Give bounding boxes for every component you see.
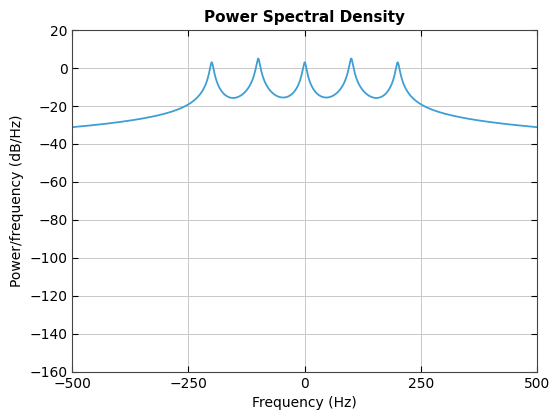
Title: Power Spectral Density: Power Spectral Density [204,10,405,25]
Y-axis label: Power/frequency (dB/Hz): Power/frequency (dB/Hz) [10,115,24,287]
X-axis label: Frequency (Hz): Frequency (Hz) [253,396,357,410]
